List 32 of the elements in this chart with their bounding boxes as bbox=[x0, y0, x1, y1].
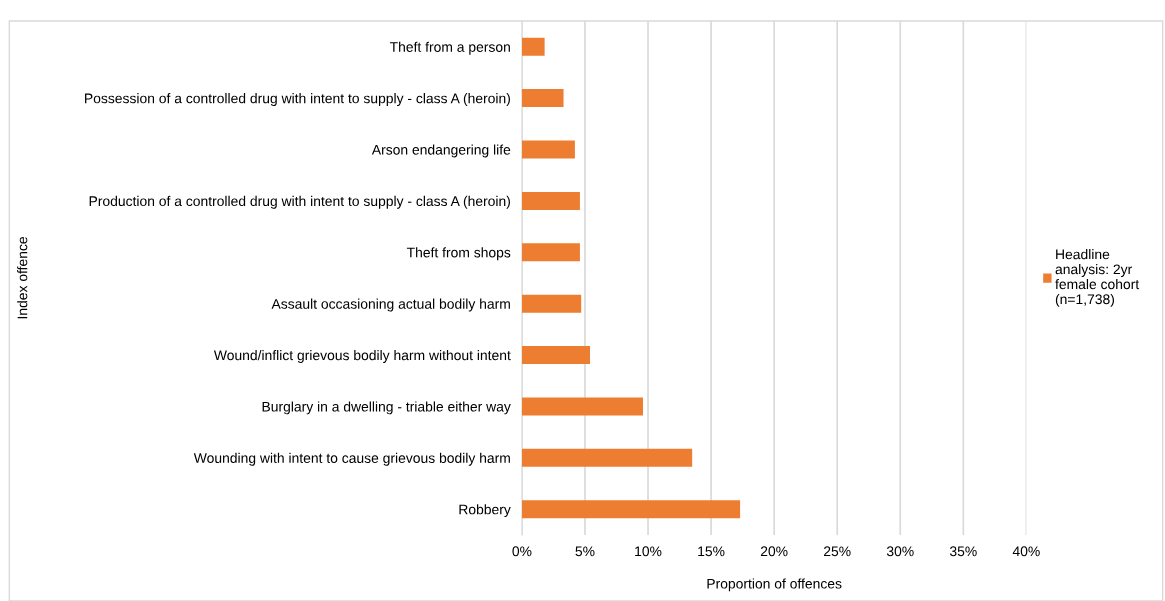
x-tick-label: 15% bbox=[698, 546, 725, 557]
y-tick-label: Wounding with intent to cause grievous bodily harm bbox=[193, 452, 510, 466]
x-tick-label: 10% bbox=[635, 546, 662, 557]
y-tick-label: Arson endangering life bbox=[371, 144, 511, 158]
x-axis-title: Proportion of offences bbox=[707, 578, 842, 592]
bar bbox=[521, 294, 582, 313]
bar bbox=[521, 89, 564, 108]
x-tick-label: 20% bbox=[760, 546, 788, 557]
y-tick-label: Wound/inflict grievous bodily harm without intent bbox=[213, 350, 511, 363]
bar bbox=[521, 140, 575, 159]
y-axis-title: Index offence bbox=[17, 237, 28, 319]
bar bbox=[521, 37, 545, 56]
x-tick-label: 5% bbox=[575, 546, 595, 557]
y-tick-label: Production of a controlled drug with intent to supply - class A (heroin) bbox=[89, 195, 510, 209]
y-tick-label: Burglary in a dwelling - triable either way bbox=[262, 401, 511, 415]
legend-label: Headline analysis: 2yr female cohort (n=1,738) bbox=[1055, 249, 1140, 307]
y-tick-label: Robbery bbox=[459, 504, 511, 518]
bar bbox=[521, 191, 580, 210]
y-tick-label: Possession of a controlled drug with intent to supply - class A (heroin) bbox=[85, 93, 510, 107]
y-tick-label: Assault occasioning actual bodily harm bbox=[271, 298, 510, 312]
bar bbox=[521, 448, 693, 467]
y-tick-label: Theft from a person bbox=[389, 41, 510, 55]
x-tick-label: 0% bbox=[512, 546, 532, 557]
x-tick-label: 30% bbox=[886, 546, 914, 557]
x-tick-label: 35% bbox=[949, 546, 977, 557]
x-tick-label: 40% bbox=[1012, 546, 1040, 557]
bar bbox=[521, 397, 643, 416]
bar bbox=[521, 243, 580, 262]
bar bbox=[521, 346, 591, 365]
x-tick-label: 25% bbox=[824, 546, 851, 557]
bar bbox=[521, 500, 741, 519]
y-tick-label: Theft from shops bbox=[406, 247, 511, 261]
